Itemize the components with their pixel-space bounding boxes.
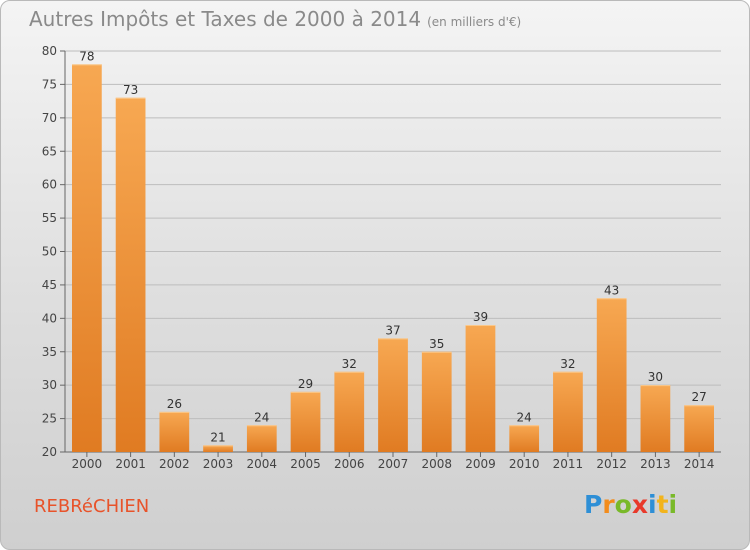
x-tick-label: 2005 xyxy=(290,457,321,471)
data-label: 24 xyxy=(254,410,269,424)
bar xyxy=(246,425,277,452)
y-tick-label: 30 xyxy=(42,378,57,392)
bar xyxy=(509,425,540,452)
data-label: 32 xyxy=(560,357,575,371)
data-label: 73 xyxy=(123,83,138,97)
bar xyxy=(71,64,102,452)
x-tick-label: 2007 xyxy=(378,457,409,471)
x-tick-label: 2008 xyxy=(421,457,452,471)
y-tick-label: 75 xyxy=(42,77,57,91)
x-tick-label: 2000 xyxy=(72,457,103,471)
data-label: 29 xyxy=(298,377,313,391)
bar xyxy=(290,391,321,452)
bar xyxy=(553,371,583,452)
x-tick-label: 2012 xyxy=(596,457,627,471)
y-tick-label: 35 xyxy=(42,345,57,359)
x-tick-label: 2013 xyxy=(640,457,671,471)
x-tick-label: 2003 xyxy=(203,457,234,471)
bar xyxy=(115,97,146,453)
y-tick-label: 50 xyxy=(42,245,57,259)
data-label: 21 xyxy=(210,430,225,444)
logo-letter: i xyxy=(668,490,678,519)
commune-name: REBRéCHIEN xyxy=(34,496,150,517)
data-label: 39 xyxy=(473,310,488,324)
proxiti-logo[interactable]: Proxiti xyxy=(584,490,677,519)
bar xyxy=(378,338,408,452)
bar xyxy=(684,405,715,452)
x-tick-label: 2009 xyxy=(465,457,496,471)
x-tick-label: 2010 xyxy=(509,457,540,471)
data-label: 26 xyxy=(167,397,182,411)
data-label: 24 xyxy=(517,410,532,424)
data-label: 43 xyxy=(604,283,619,297)
x-tick-label: 2001 xyxy=(115,457,146,471)
x-tick-label: 2002 xyxy=(159,457,190,471)
chart-title-text: Autres Impôts et Taxes de 2000 à 2014 xyxy=(29,7,422,31)
data-label: 35 xyxy=(429,337,444,351)
data-label: 30 xyxy=(648,370,663,384)
x-tick-label: 2011 xyxy=(553,457,584,471)
bar xyxy=(421,351,452,452)
bar xyxy=(640,385,671,452)
y-tick-label: 65 xyxy=(42,144,57,158)
logo-letter: t xyxy=(656,490,669,519)
logo-letter: P xyxy=(584,490,603,519)
chart-subtitle: (en milliers d'€) xyxy=(427,15,522,29)
logo-letter: o xyxy=(614,490,632,519)
y-tick-label: 70 xyxy=(42,111,57,125)
y-tick-label: 40 xyxy=(42,311,57,325)
y-tick-label: 45 xyxy=(42,278,57,292)
x-tick-label: 2014 xyxy=(684,457,715,471)
logo-letter: x xyxy=(631,490,648,519)
y-tick-label: 55 xyxy=(42,211,57,225)
data-label: 37 xyxy=(385,323,400,337)
bar xyxy=(596,298,627,452)
bar xyxy=(334,371,365,452)
x-tick-label: 2006 xyxy=(334,457,365,471)
data-label: 78 xyxy=(79,49,94,63)
data-label: 27 xyxy=(691,390,706,404)
y-tick-label: 60 xyxy=(42,178,57,192)
y-tick-label: 80 xyxy=(42,44,57,58)
data-label: 32 xyxy=(342,357,357,371)
logo-letter: i xyxy=(648,490,657,519)
bar xyxy=(465,325,496,452)
y-tick-label: 20 xyxy=(42,445,57,459)
bar xyxy=(159,411,190,452)
y-tick-label: 25 xyxy=(42,412,57,426)
x-tick-label: 2004 xyxy=(247,457,278,471)
chart-title: Autres Impôts et Taxes de 2000 à 2014 (en… xyxy=(29,7,521,31)
bar xyxy=(203,445,233,452)
logo-letter: r xyxy=(602,490,615,519)
